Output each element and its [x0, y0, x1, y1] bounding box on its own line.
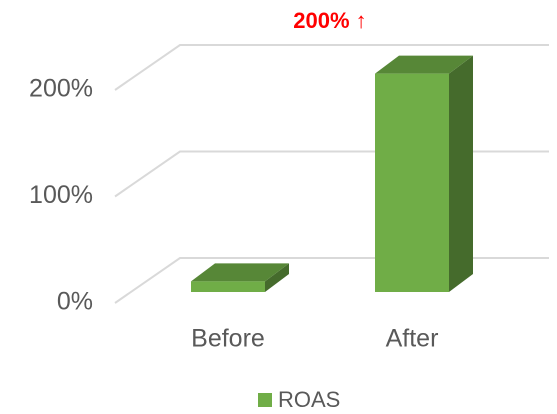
bar: [375, 55, 473, 292]
y-tick-label: 100%: [29, 181, 93, 209]
x-tick-label: Before: [191, 325, 265, 353]
bar-front: [191, 281, 265, 292]
bar-top: [191, 263, 289, 282]
grid-line: [114, 44, 549, 91]
grid-line: [114, 150, 549, 198]
bar-side: [265, 263, 289, 292]
y-tick-label: 200%: [29, 75, 93, 103]
grid-line: [114, 257, 549, 304]
annotation: 200% ↑: [293, 8, 366, 33]
legend-swatch: [258, 393, 272, 407]
x-tick-label: After: [386, 325, 439, 353]
legend-label: ROAS: [278, 387, 340, 412]
bar-front: [375, 73, 449, 292]
bar: [191, 263, 289, 292]
bar-top: [375, 55, 473, 74]
y-tick-label: 0%: [57, 288, 93, 316]
bar-side: [449, 55, 473, 292]
